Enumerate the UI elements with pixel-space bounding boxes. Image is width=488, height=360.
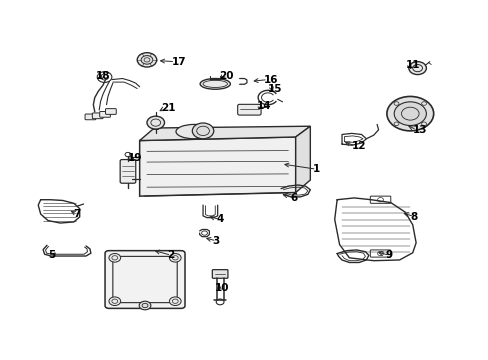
Circle shape [139,301,151,310]
FancyBboxPatch shape [105,251,184,309]
FancyBboxPatch shape [100,112,110,117]
FancyBboxPatch shape [120,159,136,183]
Text: 1: 1 [312,164,319,174]
Text: 3: 3 [212,236,220,246]
FancyBboxPatch shape [85,114,96,120]
FancyBboxPatch shape [92,113,103,119]
Text: 17: 17 [171,57,185,67]
Text: 2: 2 [167,250,174,260]
Ellipse shape [200,78,230,89]
Circle shape [109,253,121,262]
Circle shape [109,297,121,306]
Text: 19: 19 [127,153,142,163]
Circle shape [408,62,426,75]
FancyBboxPatch shape [105,109,116,114]
Circle shape [137,53,157,67]
Circle shape [169,297,181,306]
Polygon shape [140,126,310,140]
Ellipse shape [176,125,212,139]
FancyBboxPatch shape [212,270,227,278]
Text: 21: 21 [160,103,175,113]
Text: 4: 4 [216,215,223,224]
Text: 9: 9 [385,250,392,260]
Text: 6: 6 [290,193,298,203]
Text: 16: 16 [264,75,278,85]
Text: 12: 12 [351,141,366,151]
Text: 7: 7 [73,209,80,219]
Text: 14: 14 [256,102,271,112]
Polygon shape [140,137,295,196]
Text: 20: 20 [219,71,233,81]
Text: 10: 10 [215,283,229,293]
Polygon shape [295,126,310,193]
Text: 18: 18 [96,71,110,81]
Text: 11: 11 [405,60,419,70]
Circle shape [192,123,213,139]
Circle shape [147,116,164,129]
Text: 13: 13 [412,125,427,135]
FancyBboxPatch shape [237,104,261,115]
Circle shape [169,253,181,262]
Text: 8: 8 [409,212,417,221]
Circle shape [386,96,433,131]
Circle shape [393,102,426,126]
Circle shape [141,55,153,64]
Text: 15: 15 [267,84,282,94]
Text: 5: 5 [48,250,56,260]
